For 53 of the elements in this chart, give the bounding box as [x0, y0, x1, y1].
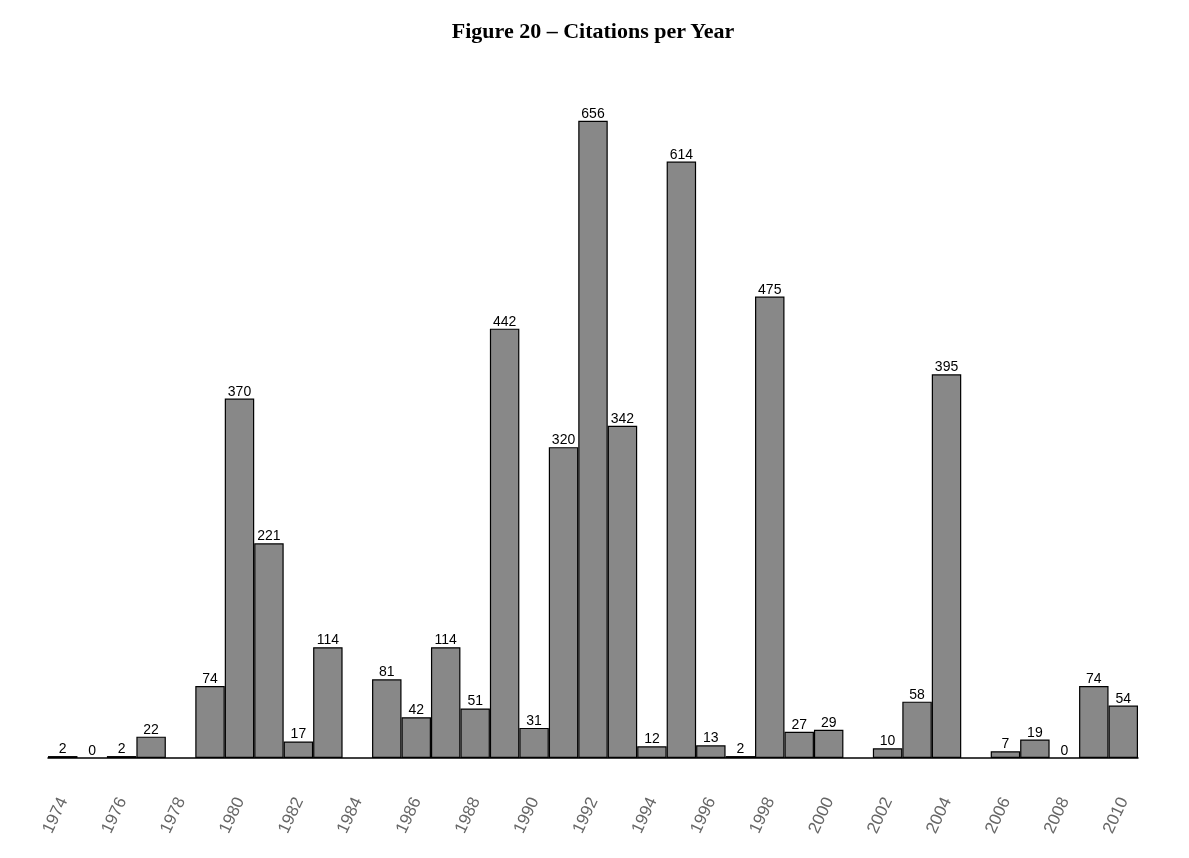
- chart-title: Figure 20 – Citations per Year: [451, 17, 735, 43]
- x-tick-label: 1992: [568, 793, 602, 837]
- data-label: 2: [736, 740, 745, 757]
- x-tick-label: 1980: [214, 793, 249, 837]
- x-tick-label: 1978: [155, 793, 190, 837]
- data-label: 395: [934, 358, 959, 375]
- x-tick-label: 1986: [391, 793, 425, 837]
- data-label: 12: [644, 730, 660, 747]
- data-label: 2: [117, 740, 126, 757]
- x-tick-label: 1990: [509, 793, 543, 837]
- data-label: 370: [227, 382, 252, 399]
- data-label: 27: [791, 715, 808, 732]
- data-label: 58: [909, 685, 926, 702]
- x-tick-label: 1984: [332, 793, 366, 837]
- x-tick-label: 2002: [863, 793, 897, 837]
- data-label: 51: [467, 692, 484, 709]
- x-tick-label: 2006: [980, 793, 1015, 837]
- data-label: 29: [820, 713, 837, 730]
- data-label: 320: [551, 431, 576, 448]
- data-label: 221: [257, 527, 281, 544]
- x-tick-label: 1988: [450, 793, 484, 837]
- x-tick-label: 1976: [97, 793, 131, 837]
- data-label: 74: [1086, 670, 1102, 687]
- data-label: 22: [143, 720, 160, 737]
- x-tick-label: 1998: [745, 793, 779, 837]
- data-label: 31: [526, 711, 543, 728]
- data-label: 13: [703, 729, 719, 746]
- data-label: 2: [58, 740, 67, 757]
- x-tick-label: 2004: [921, 793, 956, 837]
- data-label: 0: [88, 742, 97, 758]
- data-label: 0: [1060, 742, 1069, 758]
- x-tick-label: 1994: [627, 793, 661, 837]
- data-label: 74: [202, 670, 219, 687]
- x-tick-label: 2000: [804, 793, 838, 837]
- data-label: 114: [316, 631, 340, 648]
- data-label: 442: [492, 312, 517, 329]
- data-label: 10: [879, 732, 896, 749]
- data-label: 656: [581, 104, 605, 121]
- data-label: 19: [1027, 723, 1043, 740]
- data-label: 54: [1115, 689, 1132, 706]
- data-label: 17: [290, 725, 307, 742]
- data-label: 114: [434, 631, 458, 648]
- x-tick-label: 2008: [1039, 793, 1073, 837]
- x-tick-label: 2010: [1098, 793, 1132, 837]
- data-label: 42: [408, 701, 425, 718]
- data-label: 342: [610, 409, 635, 426]
- data-label: 614: [669, 145, 694, 162]
- data-label: 7: [1001, 735, 1010, 752]
- x-tick-label: 1974: [38, 793, 72, 837]
- data-label: 475: [758, 280, 782, 297]
- x-tick-label: 1996: [686, 793, 720, 837]
- x-tick-label: 1982: [273, 793, 308, 837]
- data-label: 81: [378, 663, 395, 680]
